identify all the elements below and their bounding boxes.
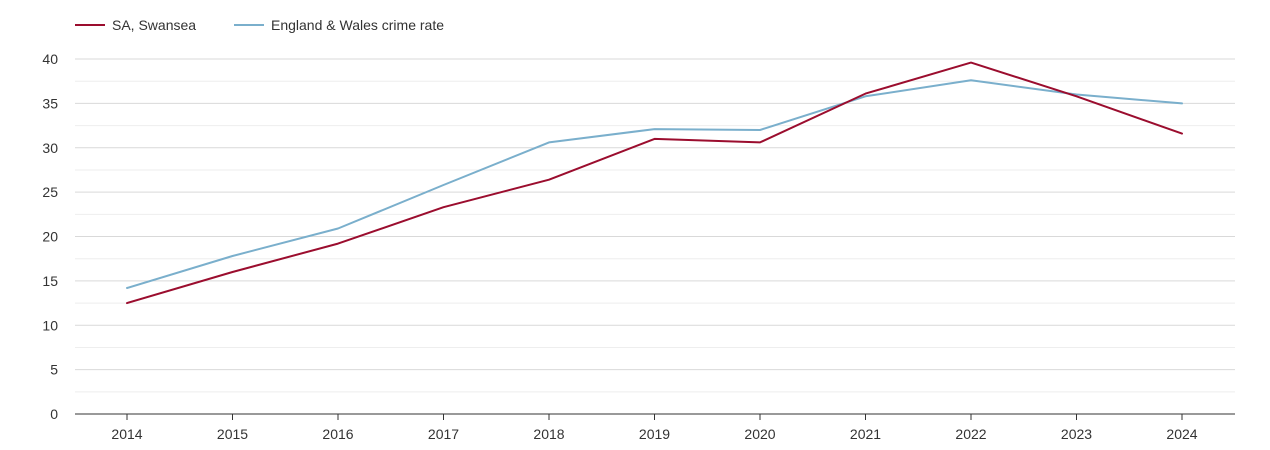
x-tick-label: 2022 bbox=[955, 426, 986, 442]
x-tick-label: 2020 bbox=[744, 426, 775, 442]
y-axis: 0 5 10 15 20 25 30 35 40 bbox=[42, 51, 58, 422]
y-tick-label: 40 bbox=[42, 51, 58, 67]
y-tick-label: 20 bbox=[42, 229, 58, 245]
series-line-england-wales bbox=[126, 79, 1183, 289]
x-tick-label: 2024 bbox=[1166, 426, 1197, 442]
y-tick-label: 15 bbox=[42, 273, 58, 289]
x-tick-label: 2018 bbox=[533, 426, 564, 442]
y-tick-label: 0 bbox=[50, 406, 58, 422]
x-tick-label: 2019 bbox=[639, 426, 670, 442]
x-tick-label: 2014 bbox=[111, 426, 142, 442]
x-axis: 2014 2015 2016 2017 2018 2019 2020 2021 2022 2023… bbox=[75, 413, 1235, 442]
y-tick-label: 25 bbox=[42, 184, 58, 200]
y-tick-label: 5 bbox=[50, 362, 58, 378]
legend-label: SA, Swansea bbox=[112, 17, 196, 33]
y-tick-label: 35 bbox=[42, 95, 58, 111]
legend-label: England & Wales crime rate bbox=[271, 17, 444, 33]
series-line-sa-swansea bbox=[126, 61, 1183, 305]
plot-area bbox=[126, 61, 1183, 305]
x-tick-label: 2017 bbox=[428, 426, 459, 442]
gridlines bbox=[75, 58, 1235, 393]
legend: SA, Swansea England & Wales crime rate bbox=[75, 17, 444, 33]
y-tick-label: 30 bbox=[42, 140, 58, 156]
x-tick-label: 2021 bbox=[850, 426, 881, 442]
x-tick-label: 2023 bbox=[1061, 426, 1092, 442]
y-tick-label: 10 bbox=[42, 317, 58, 333]
x-tick-label: 2016 bbox=[322, 426, 353, 442]
x-tick-label: 2015 bbox=[217, 426, 248, 442]
